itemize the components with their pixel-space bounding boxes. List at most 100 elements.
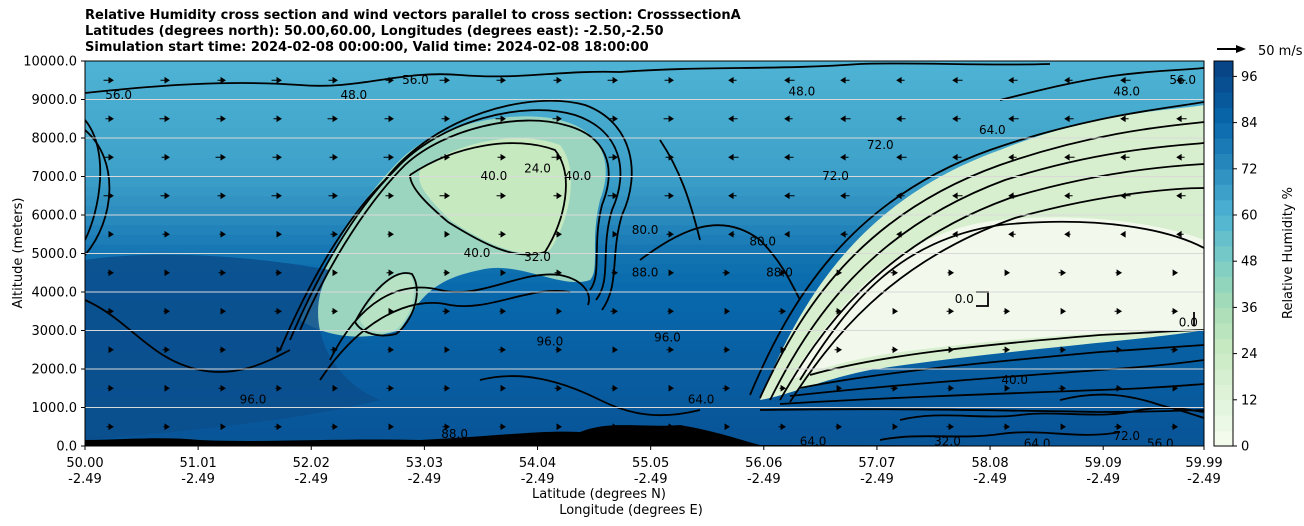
contour-line bbox=[789, 359, 1204, 397]
contour-label: 32.0 bbox=[934, 435, 961, 449]
y-tick-label: 5000.0 bbox=[32, 247, 78, 262]
wind-arrow bbox=[440, 153, 450, 161]
contour-label: 0.0 bbox=[1179, 315, 1198, 329]
humidity-band bbox=[85, 378, 1204, 389]
humidity-band bbox=[85, 157, 1204, 168]
wind-arrow bbox=[1176, 192, 1186, 200]
colorbar-segment bbox=[1214, 399, 1233, 416]
humidity-band bbox=[85, 349, 1204, 360]
contour-label: 56.0 bbox=[1147, 437, 1174, 451]
colorbar-tick-label: 72 bbox=[1241, 162, 1258, 177]
wind-arrow bbox=[495, 115, 506, 123]
wind-arrow bbox=[778, 423, 787, 431]
colorbar-segment bbox=[1214, 184, 1233, 201]
wind-arrow bbox=[442, 307, 450, 315]
wind-arrow bbox=[667, 307, 675, 315]
y-gridlines bbox=[85, 61, 1204, 446]
contour-line bbox=[1059, 393, 1204, 419]
x-tick-lon-label: -2.49 bbox=[860, 472, 894, 487]
wind-arrow bbox=[779, 384, 787, 392]
x-axis: 50.00-2.4951.01-2.4952.02-2.4953.03-2.49… bbox=[66, 446, 1223, 487]
contour-line bbox=[619, 62, 1051, 73]
wind-arrow bbox=[607, 76, 619, 84]
wind-arrow bbox=[609, 115, 619, 123]
wind-arrow bbox=[722, 384, 731, 392]
wind-arrow bbox=[1120, 115, 1129, 123]
contour-line bbox=[779, 163, 1204, 401]
contour-line bbox=[759, 121, 1204, 399]
wind-arrow bbox=[220, 307, 226, 315]
humidity-band bbox=[85, 138, 1204, 149]
x-tick-lat-label: 55.05 bbox=[632, 456, 669, 471]
wind-arrow bbox=[554, 384, 562, 392]
humidity-band bbox=[85, 205, 1204, 216]
contour-label: 32.0 bbox=[524, 250, 551, 264]
contour-label: 40.0 bbox=[464, 246, 491, 260]
wind-arrow bbox=[1064, 230, 1071, 238]
wind-arrow bbox=[947, 384, 955, 392]
wind-arrow bbox=[836, 384, 843, 392]
wind-arrow bbox=[896, 230, 903, 238]
colorbar-label: Relative Humidity % bbox=[1281, 187, 1296, 319]
wind-arrow bbox=[1120, 192, 1131, 200]
wind-arrow bbox=[784, 115, 793, 123]
wind-arrow bbox=[497, 153, 506, 161]
contour-label: 48.0 bbox=[340, 88, 367, 102]
colorbar-segment bbox=[1214, 353, 1233, 370]
humidity-band bbox=[85, 369, 1204, 380]
wind-arrow bbox=[332, 384, 338, 392]
wind-arrow bbox=[1116, 346, 1123, 354]
wind-arrow bbox=[215, 153, 226, 161]
humidity-band bbox=[85, 272, 1204, 283]
colorbar-segment bbox=[1214, 91, 1233, 108]
wind-arrow bbox=[103, 76, 114, 84]
wind-arrow bbox=[274, 307, 282, 315]
contour-line bbox=[299, 119, 610, 331]
x-tick-lon-label: -2.49 bbox=[521, 472, 555, 487]
wind-arrow bbox=[952, 192, 963, 200]
humidity-band bbox=[85, 80, 1204, 91]
wind-arrow bbox=[217, 192, 226, 200]
wind-arrow bbox=[217, 76, 226, 84]
y-tick-label: 0.0 bbox=[56, 440, 77, 455]
y-tick-label: 3000.0 bbox=[32, 324, 78, 339]
wind-arrow bbox=[328, 192, 338, 200]
contour-line bbox=[799, 344, 1204, 389]
wind-arrow bbox=[1171, 307, 1179, 315]
x-tick-lon-label: -2.49 bbox=[747, 472, 781, 487]
humidity-band bbox=[85, 61, 1204, 72]
wind-arrow bbox=[275, 269, 282, 277]
contour-label: 72.0 bbox=[1113, 429, 1140, 443]
wind-arrow bbox=[163, 307, 170, 315]
colorbar-segment bbox=[1214, 107, 1233, 124]
humidity-band bbox=[85, 195, 1204, 206]
y-tick-label: 10000.0 bbox=[23, 55, 77, 70]
wind-arrow bbox=[386, 384, 394, 392]
wind-arrow bbox=[216, 115, 226, 123]
contour-label: 72.0 bbox=[822, 169, 849, 183]
wind-arrow bbox=[840, 115, 851, 123]
wind-arrow bbox=[162, 230, 170, 238]
contour-label: 88.0 bbox=[766, 265, 793, 279]
x-tick-lon-label: -2.49 bbox=[634, 472, 668, 487]
wind-arrow bbox=[555, 346, 562, 354]
wind-arrow bbox=[667, 423, 675, 431]
wind-arrow bbox=[553, 192, 562, 200]
wind-arrow bbox=[105, 115, 114, 123]
wind-arrow bbox=[948, 346, 955, 354]
wind-arrow bbox=[498, 230, 506, 238]
colorbar-segment bbox=[1214, 168, 1233, 185]
wind-arrow bbox=[668, 384, 675, 392]
humidity-band bbox=[85, 359, 1204, 370]
wind-arrow bbox=[276, 230, 282, 238]
humidity-band bbox=[85, 263, 1204, 274]
wind-arrow bbox=[607, 192, 619, 200]
wind-arrow bbox=[612, 346, 619, 354]
contour-line bbox=[319, 290, 571, 381]
wind-arrow bbox=[220, 423, 226, 431]
wind-arrow bbox=[329, 153, 338, 161]
wind-arrow bbox=[219, 230, 226, 238]
wind-arrow bbox=[1008, 230, 1016, 238]
wind-arrow bbox=[1064, 153, 1075, 161]
